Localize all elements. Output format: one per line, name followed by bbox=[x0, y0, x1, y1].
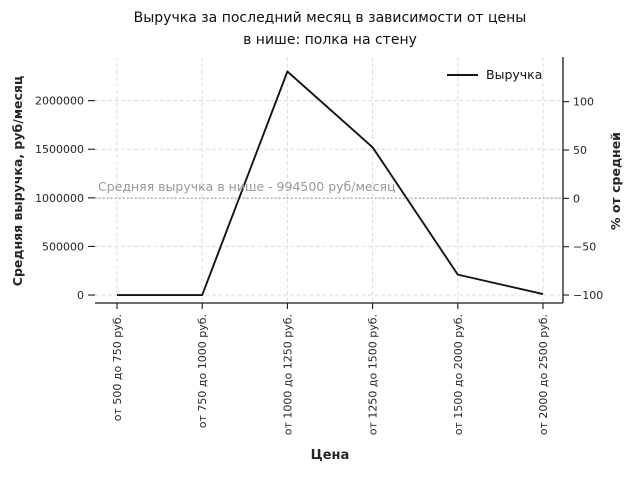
legend-label: Выручка bbox=[486, 67, 543, 82]
x-tick-label: от 1500 до 2000 руб. bbox=[452, 314, 465, 435]
y-tick-label-left: 0 bbox=[77, 289, 84, 302]
y-tick-label-right: 0 bbox=[573, 192, 580, 205]
y-tick-label-left: 1000000 bbox=[35, 192, 84, 205]
chart-title: Выручка за последний месяц в зависимости… bbox=[133, 10, 527, 48]
x-tick-label: от 1250 до 1500 руб. bbox=[367, 314, 380, 435]
y-tick-label-right: −100 bbox=[573, 289, 603, 302]
x-axis-label: Цена bbox=[310, 448, 350, 463]
mean-revenue-annotation: Средняя выручка в нише - 994500 руб/меся… bbox=[98, 179, 396, 194]
series-line-Выручка bbox=[117, 70, 544, 296]
y-tick-label-right: 50 bbox=[573, 144, 587, 157]
y-tick-label-left: 500000 bbox=[42, 240, 84, 253]
y-tick-label-left: 2000000 bbox=[35, 95, 84, 108]
x-tick-label: от 500 до 750 руб. bbox=[111, 314, 124, 421]
legend: Выручка bbox=[486, 67, 542, 83]
x-tick-label: от 2000 до 2500 руб. bbox=[537, 314, 550, 435]
y-tick-label-right: 100 bbox=[573, 96, 594, 109]
y-tick-label-right: −50 bbox=[573, 241, 596, 254]
y-axis-label-left: Средняя выручка, руб/месяц bbox=[10, 75, 25, 287]
x-tick-label: от 750 до 1000 руб. bbox=[196, 314, 209, 428]
y-axis-label-right: % от средней bbox=[608, 132, 623, 230]
x-tick-label: от 1000 до 1250 руб. bbox=[281, 314, 294, 435]
y-tick-label-left: 1500000 bbox=[35, 143, 84, 156]
